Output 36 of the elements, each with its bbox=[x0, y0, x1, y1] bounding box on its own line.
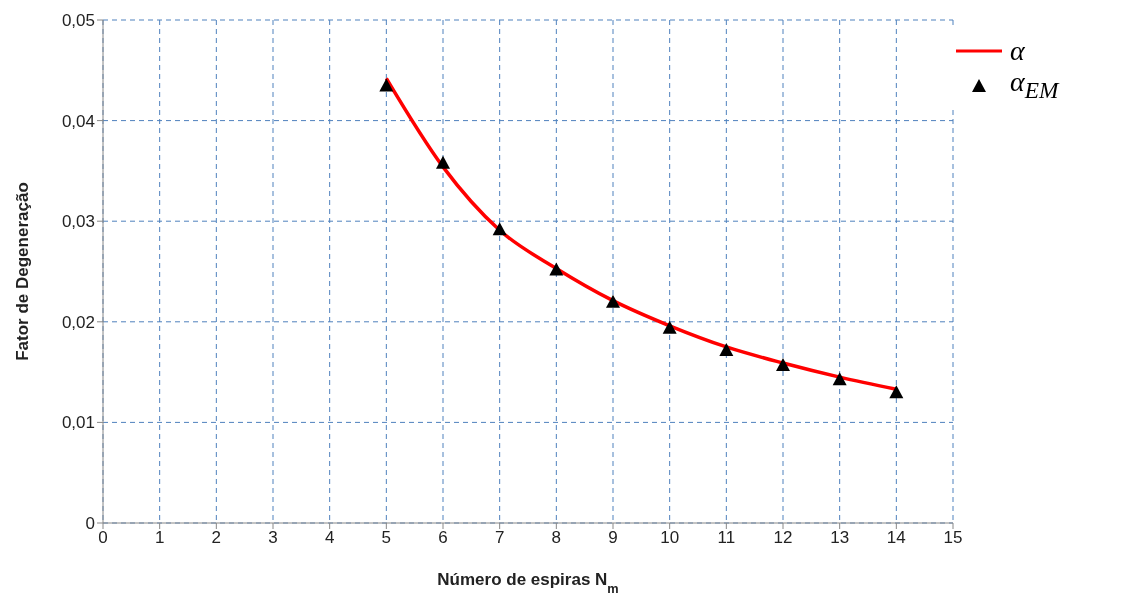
x-tick-label: 8 bbox=[551, 528, 562, 548]
y-axis-title: Fator de Degeneração bbox=[13, 182, 32, 361]
y-tick-label: 0,02 bbox=[61, 312, 95, 332]
x-tick-label: 13 bbox=[830, 528, 850, 548]
x-tick-label: 3 bbox=[268, 528, 278, 548]
legend-label: α$_{EM}$ bbox=[1010, 66, 1059, 104]
point bbox=[776, 358, 790, 372]
x-tick-label: 6 bbox=[438, 528, 448, 548]
x-tick-label: 7 bbox=[494, 528, 505, 548]
legend-label: α bbox=[1010, 35, 1025, 67]
point bbox=[492, 222, 507, 236]
point bbox=[662, 320, 677, 334]
point bbox=[379, 78, 394, 92]
y-tick-label: 0,03 bbox=[61, 212, 95, 232]
y-tick-label: 0,05 bbox=[61, 11, 95, 31]
x-tick-label: 0 bbox=[98, 528, 108, 548]
point bbox=[549, 262, 564, 276]
x-tick-label: 2 bbox=[211, 528, 222, 548]
x-tick-label: 15 bbox=[943, 528, 963, 548]
x-tick-label: 10 bbox=[660, 528, 680, 548]
x-tick-label: 11 bbox=[717, 528, 736, 548]
y-tick-label: 0,04 bbox=[61, 111, 95, 131]
point bbox=[889, 385, 904, 399]
x-axis-title: Número de espiras N$_{m}$ bbox=[437, 570, 619, 596]
x-tick-label: 9 bbox=[608, 528, 618, 548]
y-tick-label: 0,01 bbox=[61, 413, 95, 433]
y-tick-label: 0 bbox=[85, 514, 95, 534]
point bbox=[832, 372, 847, 386]
x-tick-label: 14 bbox=[886, 528, 906, 548]
x-tick-label: 12 bbox=[773, 528, 793, 548]
x-tick-label: 1 bbox=[154, 528, 165, 548]
x-tick-label: 4 bbox=[324, 528, 335, 548]
point bbox=[606, 294, 620, 308]
x-tick-label: 5 bbox=[381, 528, 392, 548]
point bbox=[436, 155, 450, 169]
point bbox=[719, 342, 734, 356]
